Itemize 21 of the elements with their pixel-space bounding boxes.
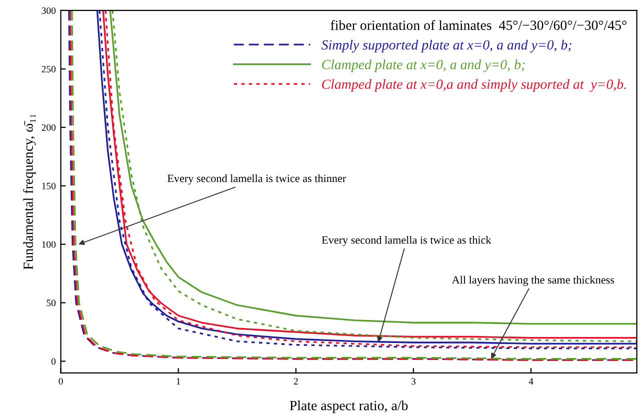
annotation: Every second lamella is twice as thinner (167, 174, 346, 184)
text: Clamped plate at x=0, a and y=0, b; (322, 59, 525, 72)
x-tick-label: 0 (58, 378, 63, 385)
legend-title: fiber orientation of laminates 45°/−30°/60°/−30°/45° (330, 20, 626, 30)
y-tick-label: 0 (51, 358, 56, 365)
annotation: Every second lamella is twice as thick (322, 236, 492, 246)
x-tick-label: 4 (528, 378, 534, 385)
y-tick-label: 300 (42, 7, 56, 14)
y-tick-label: 50 (46, 300, 56, 306)
x-axis-title: Plate aspect ratio, a/b (290, 400, 408, 414)
y-tick-label: 250 (42, 66, 56, 72)
y-axis-title: Fundamental frequency, ω̄₁₁ (23, 114, 36, 270)
annotation: All layers having the same thickness (452, 276, 614, 286)
y-tick-label: 200 (42, 124, 56, 131)
y-tick-label: 150 (42, 182, 56, 190)
x-tick-label: 1 (176, 378, 180, 385)
y-tick-label: 100 (42, 241, 56, 248)
x-tick-label: 3 (411, 378, 416, 385)
x-tick-label: 2 (294, 378, 298, 385)
text: Simply supported plate at x=0, a and y=0, b; (321, 40, 572, 52)
text: Clamped plate at x=0,a and simply suported at y=0,b. (322, 79, 626, 92)
